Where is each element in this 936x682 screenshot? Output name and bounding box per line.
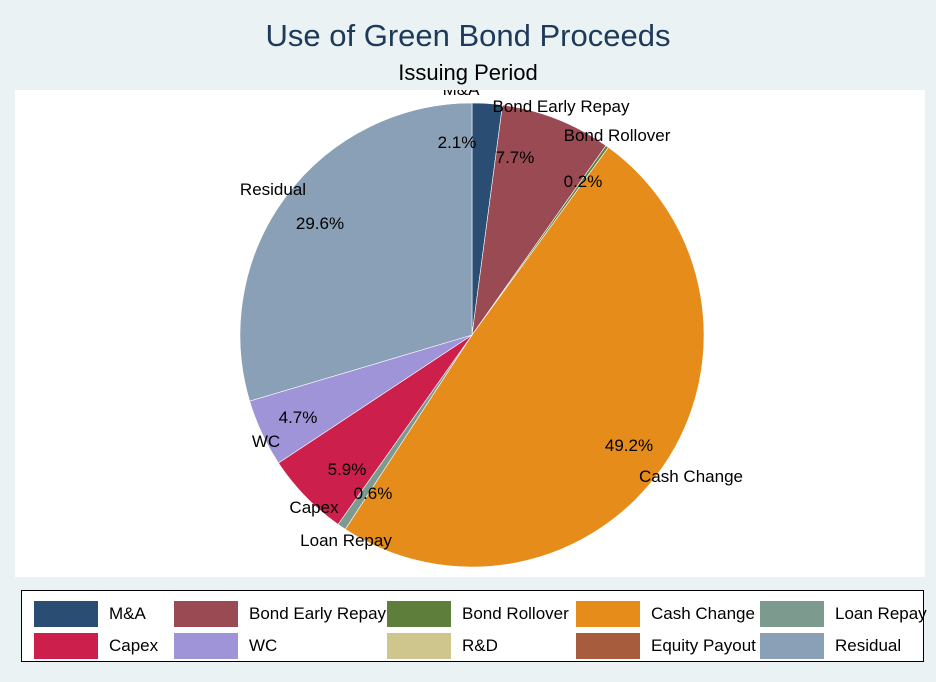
pct-label-capex: 5.9%	[328, 460, 367, 479]
slice-label-manda: M&A	[443, 90, 481, 99]
legend-swatch-residual	[760, 633, 824, 659]
legend-label-equity-payout: Equity Payout	[651, 636, 756, 655]
legend-swatch-cash-change	[576, 601, 640, 627]
legend-label-capex: Capex	[109, 636, 159, 655]
legend-swatch-loan-repay	[760, 601, 824, 627]
legend-label-bond-early-repay: Bond Early Repay	[249, 604, 387, 623]
legend-label-randd: R&D	[462, 636, 498, 655]
legend-label-wc: WC	[249, 636, 278, 655]
pie-slice-cash-change	[344, 146, 705, 568]
slice-label-wc: WC	[252, 432, 280, 451]
slice-label-cash-change: Cash Change	[639, 467, 743, 486]
legend-label-bond-rollover: Bond Rollover	[462, 604, 569, 623]
pct-label-loan-repay: 0.6%	[354, 484, 393, 503]
plot-area: 2.1% M&A 7.7% Bond Early Repay 0.2% Bond Roll…	[15, 90, 925, 577]
legend-swatch-wc	[174, 633, 238, 659]
slice-label-capex: Capex	[289, 498, 339, 517]
legend-swatch-manda	[34, 601, 98, 627]
pie-chart: 2.1% M&A 7.7% Bond Early Repay 0.2% Bond Roll…	[239, 90, 743, 568]
chart-subtitle: Issuing Period	[398, 60, 538, 85]
pie-slice-bond-early-repay	[471, 104, 607, 336]
slice-label-loan-repay: Loan Repay	[300, 531, 392, 550]
pct-label-manda: 2.1%	[438, 133, 477, 152]
slice-label-bond-early-repay: Bond Early Repay	[492, 97, 630, 116]
legend: M&A Bond Early Repay Bond Rollover Cash Cha…	[21, 590, 927, 662]
pct-label-cash-change: 49.2%	[605, 436, 653, 455]
legend-label-loan-repay: Loan Repay	[835, 604, 927, 623]
legend-swatch-bond-rollover	[387, 601, 451, 627]
pct-label-wc: 4.7%	[279, 408, 318, 427]
pct-label-bond-rollover: 0.2%	[564, 172, 603, 191]
legend-label-manda: M&A	[109, 604, 146, 623]
slice-label-bond-rollover: Bond Rollover	[564, 126, 671, 145]
legend-swatch-equity-payout	[576, 633, 640, 659]
legend-swatch-capex	[34, 633, 98, 659]
pie-slice-residual	[239, 102, 473, 402]
legend-label-residual: Residual	[835, 636, 902, 655]
slice-label-residual: Residual	[240, 180, 306, 199]
pct-label-bond-early-repay: 7.7%	[496, 148, 535, 167]
legend-swatch-randd	[387, 633, 451, 659]
legend-swatch-bond-early-repay	[174, 601, 238, 627]
chart-title: Use of Green Bond Proceeds	[265, 18, 671, 53]
pct-label-residual: 29.6%	[296, 214, 344, 233]
legend-label-cash-change: Cash Change	[651, 604, 755, 623]
